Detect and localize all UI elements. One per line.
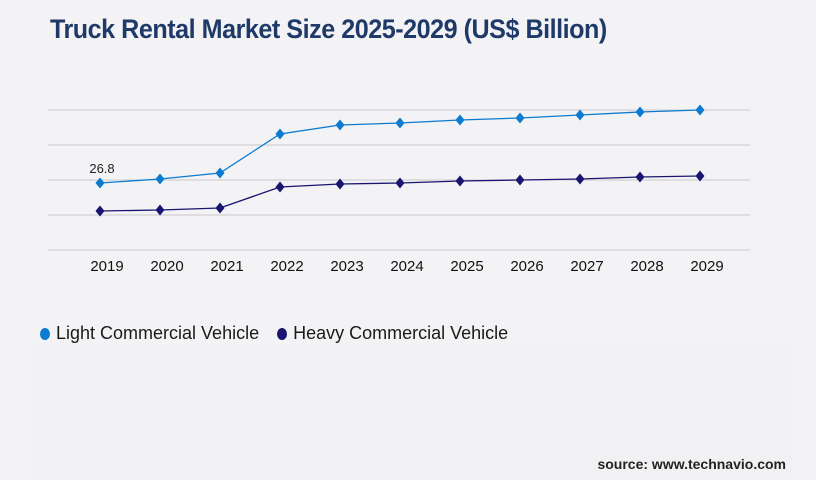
data-point bbox=[455, 114, 465, 126]
footer-band bbox=[32, 345, 792, 480]
legend-marker-light bbox=[40, 327, 50, 340]
legend-item-heavy: Heavy Commercial Vehicle bbox=[277, 323, 508, 344]
data-point bbox=[95, 177, 105, 189]
x-tick-label: 2022 bbox=[270, 258, 303, 275]
data-point bbox=[275, 181, 285, 193]
x-tick-label: 2020 bbox=[150, 258, 183, 275]
x-tick-label: 2021 bbox=[210, 258, 243, 275]
data-point bbox=[695, 104, 705, 116]
x-tick-label: 2019 bbox=[90, 258, 123, 275]
x-tick-label: 2024 bbox=[390, 258, 423, 275]
x-tick-label: 2026 bbox=[510, 258, 543, 275]
legend-label-light: Light Commercial Vehicle bbox=[56, 323, 260, 343]
data-point bbox=[515, 174, 525, 186]
chart-title: Truck Rental Market Size 2025-2029 (US$ … bbox=[50, 14, 607, 44]
data-point bbox=[215, 167, 225, 179]
data-point bbox=[335, 178, 345, 190]
data-point bbox=[95, 205, 105, 217]
data-point bbox=[515, 112, 525, 124]
data-point bbox=[395, 177, 405, 189]
data-point bbox=[635, 171, 645, 183]
data-point bbox=[455, 175, 465, 187]
data-point bbox=[395, 117, 405, 129]
x-tick-label: 2023 bbox=[330, 258, 363, 275]
data-point bbox=[215, 202, 225, 214]
x-tick-label: 2028 bbox=[630, 258, 663, 275]
x-tick-label: 2029 bbox=[690, 258, 723, 275]
source-note: source: www.technavio.com bbox=[597, 456, 786, 472]
data-point bbox=[155, 204, 165, 216]
legend-label-heavy: Heavy Commercial Vehicle bbox=[293, 323, 509, 343]
data-label: 26.8 bbox=[89, 161, 114, 176]
data-point bbox=[335, 119, 345, 131]
data-point bbox=[275, 128, 285, 140]
x-tick-label: 2025 bbox=[450, 258, 483, 275]
legend-marker-heavy bbox=[277, 327, 288, 340]
data-point bbox=[695, 170, 705, 182]
legend-item-light: Light Commercial Vehicle bbox=[40, 323, 259, 344]
data-point bbox=[575, 173, 585, 185]
data-point bbox=[635, 106, 645, 118]
x-tick-label: 2027 bbox=[570, 258, 603, 275]
data-point bbox=[155, 173, 165, 185]
data-point bbox=[575, 109, 585, 121]
legend: Light Commercial Vehicle Heavy Commercia… bbox=[40, 323, 526, 344]
